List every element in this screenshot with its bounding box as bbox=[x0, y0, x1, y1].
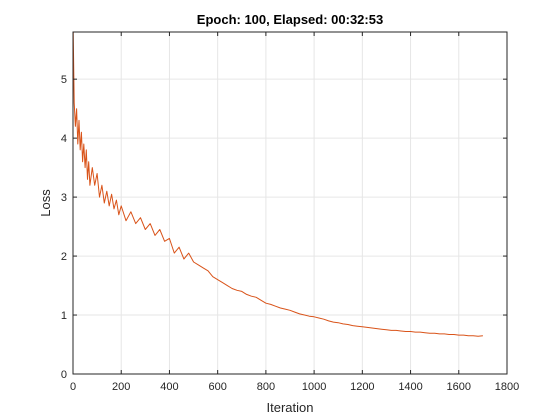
x-axis-label: Iteration bbox=[267, 400, 314, 415]
x-tick-label: 1200 bbox=[350, 381, 374, 393]
ticks: 0 200 400 600 800 1000 1200 1400 1600 1800 0 1 2 3 4 5 bbox=[61, 32, 519, 393]
y-axis-label: Loss bbox=[38, 189, 53, 217]
y-tick-label: 4 bbox=[61, 133, 67, 145]
loss-series-line bbox=[72, 31, 483, 337]
axes-box bbox=[72, 31, 508, 375]
x-tick-label: 1800 bbox=[495, 381, 519, 393]
x-tick-label: 800 bbox=[257, 381, 275, 393]
x-tick-label: 1400 bbox=[398, 381, 422, 393]
x-tick-label: 1000 bbox=[302, 381, 326, 393]
x-tick-label: 1600 bbox=[447, 381, 471, 393]
grid bbox=[72, 32, 508, 375]
series-layer bbox=[72, 31, 483, 337]
x-tick-label: 0 bbox=[70, 381, 76, 393]
y-tick-label: 0 bbox=[61, 369, 67, 381]
x-tick-label: 600 bbox=[208, 381, 226, 393]
y-tick-label: 5 bbox=[61, 74, 67, 86]
y-tick-label: 2 bbox=[61, 251, 67, 263]
y-tick-label: 1 bbox=[61, 310, 67, 322]
y-tick-label: 3 bbox=[61, 192, 67, 204]
x-tick-label: 400 bbox=[160, 381, 178, 393]
chart-title: Epoch: 100, Elapsed: 00:32:53 bbox=[197, 12, 383, 27]
x-tick-label: 200 bbox=[112, 381, 130, 393]
